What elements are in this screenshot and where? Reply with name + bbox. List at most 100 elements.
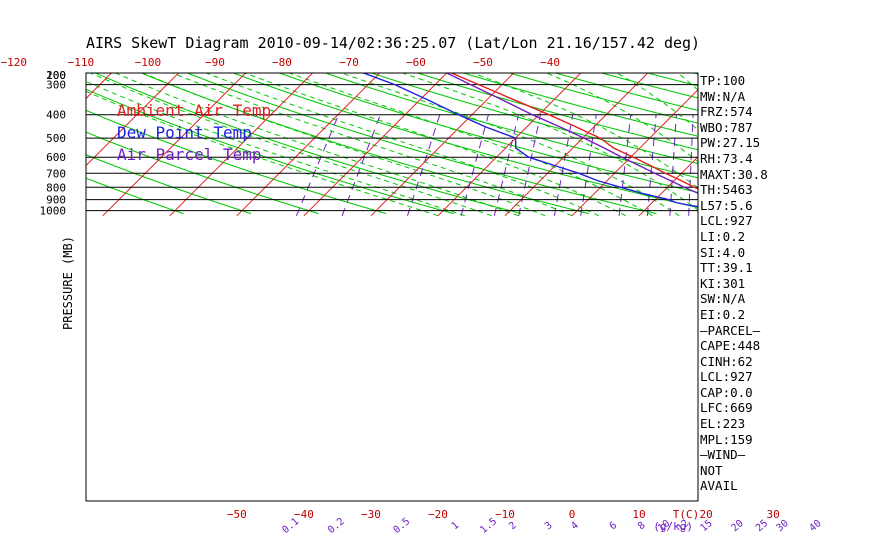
mixing-ratio-line [580,114,597,216]
isotherm-line [437,73,582,217]
legend-ambient-air-temp: Ambient Air Temp [117,101,272,120]
stat-el: EL:223 [700,416,746,432]
isotherm-line [571,89,698,217]
pressure-tick-label: 600 [46,151,66,164]
stat-parcel-header: —PARCEL— [700,322,761,338]
dry-adiabat-line [415,73,698,151]
stat-l57: L57:5.6 [700,197,753,213]
stat-pw: PW:27.15 [700,135,761,151]
top-temp-tick-label: −110 [68,56,95,69]
pressure-tick-label: 500 [46,132,66,145]
top-temp-tick-label: −70 [339,56,359,69]
plot-border [85,72,699,502]
dry-adiabat-line [553,73,698,111]
stat-tt: TT:39.1 [700,260,753,276]
bottom-temp-tick-label: −30 [361,508,381,521]
stat-frz: FRZ:574 [700,104,753,120]
top-temp-tick-label: −60 [406,56,426,69]
pressure-tick-label: 1000 [40,205,67,218]
mixing-ratio-line [407,114,441,216]
pressure-tick-label: 300 [46,79,66,92]
top-temp-tick-label: −90 [205,56,225,69]
stat-wind-avail: AVAIL [700,478,738,494]
mixing-ratio-line [341,114,381,216]
mixing-ratio-label: 8 [636,520,648,532]
bottom-temp-tick-label: 30 [766,508,779,521]
top-temp-tick-label: −80 [272,56,292,69]
top-temp-tick-label: −120 [1,56,28,69]
top-temp-tick-label: −40 [540,56,560,69]
mixing-ratio-label: 4 [569,520,581,532]
chart-title: AIRS SkewT Diagram 2010-09-14/02:36:25.0… [86,34,701,52]
temp-unit-label: T(C) [673,508,700,521]
mixing-ratio-line [618,114,632,216]
bottom-temp-tick-label: 10 [632,508,645,521]
legend-air-parcel-temp: Air Parcel Temp [117,145,262,164]
bottom-temp-tick-label: 20 [699,508,712,521]
bottom-temp-tick-label: −10 [495,508,515,521]
dry-adiabat-line [369,73,698,165]
stat-sw: SW:N/A [700,291,746,307]
dry-adiabat-line [461,73,698,137]
isotherm-line [370,73,515,217]
isotherm-line [102,73,247,217]
moist-adiabat-line [401,73,698,211]
mixing-ratio-line [646,114,657,216]
isotherm-line [86,73,113,100]
profile-lines [361,73,698,208]
moist-adiabat-line [86,80,465,217]
bottom-temp-tick-label: −20 [428,508,448,521]
stat-wind-not: NOT [700,462,723,478]
stat-rh: RH:73.4 [700,150,753,166]
moist-adiabat-line [287,73,653,217]
pressure-tick-label: 100 [46,69,66,82]
moist-adiabat-line [171,73,573,217]
air-parcel-temp-line [445,73,698,195]
stat-mw: MW:N/A [700,88,746,104]
bottom-temp-tick-label: −40 [294,508,314,521]
mixing-ratio-line [669,114,677,216]
legend-dew-point-temp: Dew Point Temp [117,123,252,142]
stat-maxt: MAXT:30.8 [700,166,768,182]
stat-mpl: MPL:159 [700,431,753,447]
pressure-tick-label: 400 [46,109,66,122]
stat-ki: KI:301 [700,275,746,291]
mixing-ratio-line [460,114,489,216]
stat-parcel-lcl: LCL:927 [700,369,753,385]
isotherm-line [169,73,314,217]
stat-si: SI:4.0 [700,244,746,260]
dry-adiabat-line [507,73,698,124]
stat-wind-header: —WIND— [700,447,746,463]
stat-cape: CAPE:448 [700,338,761,354]
moist-adiabat-line [86,90,439,217]
bottom-temp-tick-label: −50 [227,508,247,521]
isotherm-line [303,73,448,217]
mixing-ratio-line [295,114,340,216]
mixing-ratio-label: 2 [507,520,519,532]
moist-adiabat-line [141,73,546,217]
dry-adiabat-line [599,73,698,99]
stats-panel: TP:100 MW:N/A FRZ:574 WBO:787 PW:27.15 R… [700,73,768,494]
stat-li: LI:0.2 [700,228,746,244]
pressure-tick-label: 900 [46,194,66,207]
mixing-ratio-label: 3 [543,520,555,532]
isotherm-line [236,73,381,217]
stat-lcl: LCL:927 [700,213,753,229]
stat-lfc: LFC:669 [700,400,753,416]
plot-frame [85,72,699,502]
top-temp-tick-label: −100 [135,56,162,69]
ambient-air-temp-line [449,73,698,190]
grid-layer [86,73,698,217]
isotherm-line [638,156,698,217]
mixing-ratio-label: 1 [450,520,462,532]
pressure-tick-label: 800 [46,181,66,194]
stat-cinh: CINH:62 [700,353,753,369]
isotherm-line [86,73,180,167]
top-temp-tick-label: −50 [473,56,493,69]
stat-ei: EI:0.2 [700,306,746,322]
y-axis-label: PRESSURE (MB) [61,236,75,330]
moist-adiabat-line [243,73,626,217]
mixing-ratio-line [688,114,694,216]
dew-point-temp-line [361,73,698,208]
